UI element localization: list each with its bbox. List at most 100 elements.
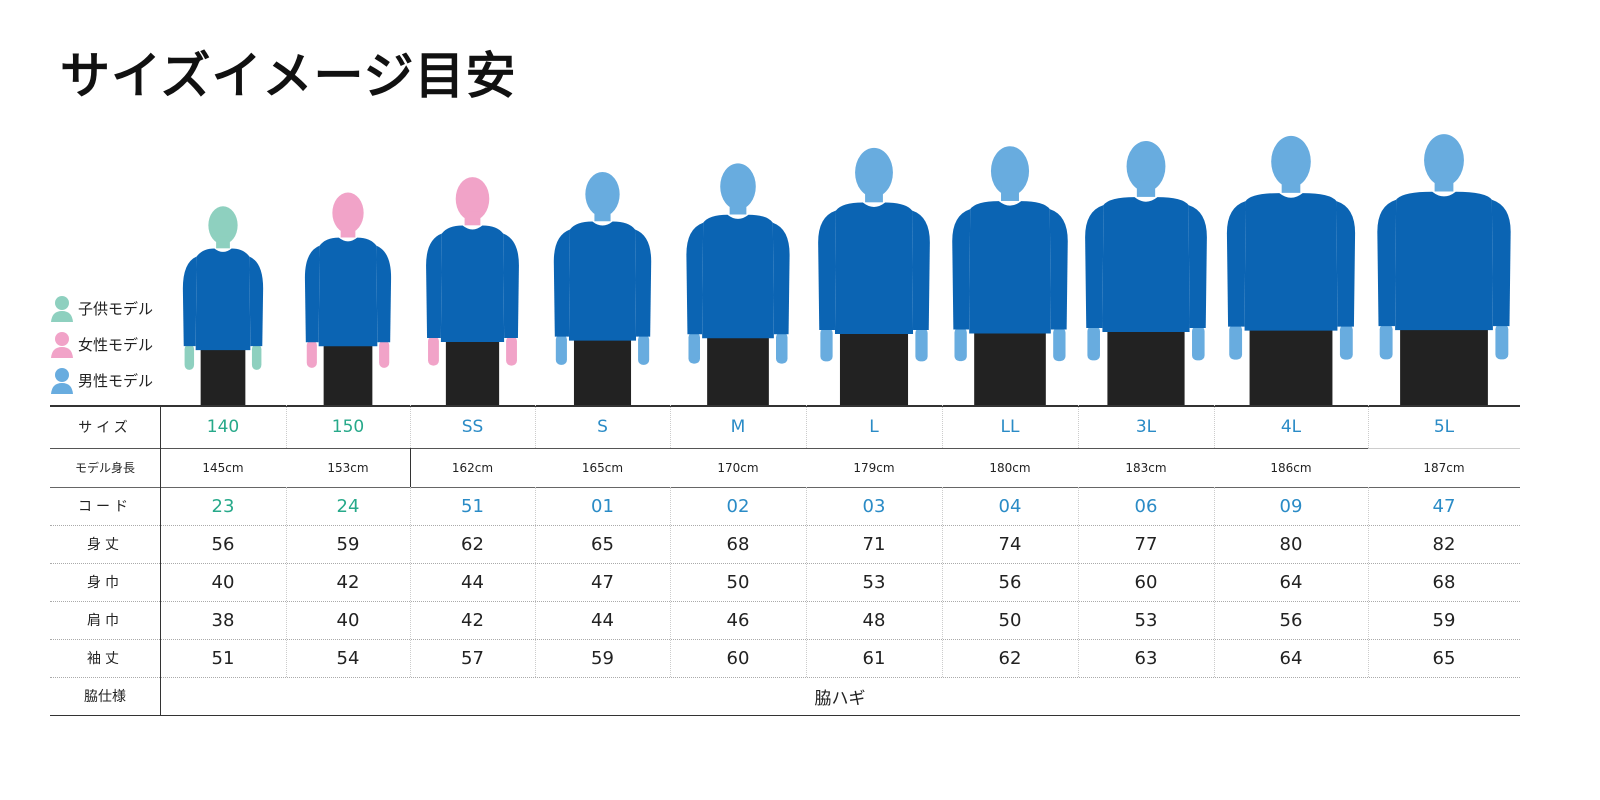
- hand-silhouette: [915, 327, 928, 362]
- shorts: [839, 329, 909, 405]
- row-label-side: 脇仕様: [84, 689, 126, 705]
- head-silhouette: [332, 192, 364, 234]
- model-figure: [686, 163, 790, 405]
- column-divider: [535, 405, 536, 448]
- cell-body-length: 59: [336, 533, 360, 555]
- shirt-sleeve: [426, 233, 442, 339]
- long-sleeve-tshirt: [1244, 193, 1338, 331]
- neck-silhouette: [1136, 180, 1156, 197]
- shirt-sleeve: [553, 229, 570, 337]
- cell-body-width: 68: [1432, 571, 1456, 593]
- shorts: [323, 342, 373, 405]
- model-figure: [952, 146, 1068, 405]
- row-label-height: モデル身長: [74, 461, 135, 475]
- cell-height: 165cm: [581, 460, 624, 475]
- neck-silhouette: [1281, 176, 1301, 193]
- row-divider: [1368, 448, 1520, 449]
- row-divider: [50, 601, 1520, 602]
- cell-body-width: 53: [862, 571, 886, 593]
- cell-code: 09: [1279, 495, 1303, 517]
- shirt-sleeve: [503, 233, 519, 339]
- cell-sleeve: 60: [726, 647, 750, 669]
- hand-silhouette: [555, 334, 567, 365]
- long-sleeve-tshirt: [318, 237, 378, 347]
- column-divider: [670, 405, 671, 448]
- column-divider: [286, 487, 287, 677]
- legend-label: 子供モデル: [78, 299, 154, 318]
- column-divider: [670, 487, 671, 677]
- cell-size: LL: [1000, 416, 1020, 437]
- hand-silhouette: [1087, 326, 1100, 361]
- shorts: [1107, 328, 1185, 405]
- legend-label: 男性モデル: [78, 371, 154, 390]
- model-figures: [182, 134, 1511, 405]
- column-divider: [1368, 405, 1369, 448]
- cell-sleeve: 64: [1279, 647, 1303, 669]
- cell-body-length: 77: [1134, 533, 1158, 555]
- neck-silhouette: [340, 224, 356, 238]
- shirt-sleeve: [1188, 205, 1207, 329]
- long-sleeve-tshirt: [702, 214, 774, 339]
- cell-body-width: 47: [591, 571, 614, 593]
- legend-label: 女性モデル: [78, 335, 154, 354]
- shirt-sleeve: [1226, 201, 1246, 327]
- hand-silhouette: [184, 344, 195, 370]
- hand-silhouette: [954, 327, 967, 362]
- cell-shoulder: 59: [1432, 609, 1456, 631]
- neck-silhouette: [1434, 175, 1454, 192]
- column-divider: [806, 405, 807, 448]
- head-silhouette: [455, 177, 490, 221]
- column-divider: [410, 448, 411, 487]
- cell-shoulder: 56: [1279, 609, 1303, 631]
- shirt-sleeve: [912, 210, 930, 330]
- row-label-code: コード: [78, 499, 132, 515]
- shirt-sleeve: [686, 222, 704, 335]
- cell-size: 140: [206, 416, 240, 437]
- cell-code: 01: [591, 495, 614, 517]
- head-silhouette: [720, 163, 756, 210]
- row-label-sleeve: 袖丈: [87, 651, 123, 667]
- column-divider: [942, 405, 943, 448]
- cell-shoulder: 53: [1134, 609, 1158, 631]
- hand-silhouette: [688, 332, 700, 364]
- shirt-sleeve: [1049, 209, 1068, 330]
- side-spec-value: 脇ハギ: [814, 688, 866, 709]
- cell-shoulder: 40: [336, 609, 360, 631]
- cell-code: 47: [1432, 495, 1456, 517]
- cell-height: 186cm: [1270, 460, 1312, 475]
- hand-silhouette: [1339, 324, 1353, 360]
- row-divider: [50, 715, 1520, 716]
- model-figure: [304, 192, 392, 405]
- shirt-sleeve: [772, 222, 790, 335]
- cell-body-width: 56: [998, 571, 1022, 593]
- shorts: [445, 338, 500, 405]
- row-divider: [50, 525, 1520, 526]
- cell-sleeve: 61: [862, 647, 886, 669]
- cell-body-length: 82: [1432, 533, 1456, 555]
- cell-body-length: 71: [862, 533, 886, 555]
- cell-code: 51: [461, 495, 484, 517]
- shorts: [707, 334, 769, 405]
- legend-male: 男性モデル: [50, 362, 153, 398]
- cell-body-width: 50: [726, 571, 750, 593]
- model-figure: [553, 171, 652, 405]
- model-legend: 子供モデル 女性モデル 男性モデル: [50, 290, 153, 398]
- cell-body-length: 74: [998, 533, 1022, 555]
- hand-silhouette: [1495, 324, 1509, 360]
- hand-silhouette: [776, 332, 788, 364]
- cell-size: SS: [461, 416, 484, 437]
- hand-silhouette: [1053, 327, 1066, 362]
- head-silhouette: [208, 206, 238, 245]
- shorts: [974, 329, 1046, 405]
- row-divider: [50, 677, 1520, 678]
- cell-body-width: 60: [1134, 571, 1158, 593]
- cell-size: 3L: [1135, 416, 1157, 437]
- hand-silhouette: [251, 344, 262, 370]
- neck-silhouette: [216, 236, 230, 249]
- long-sleeve-tshirt: [440, 225, 505, 343]
- cell-sleeve: 62: [998, 647, 1022, 669]
- long-sleeve-tshirt: [969, 201, 1051, 334]
- cell-code: 23: [211, 495, 235, 517]
- cell-code: 24: [336, 495, 360, 517]
- model-figure: [1377, 134, 1511, 405]
